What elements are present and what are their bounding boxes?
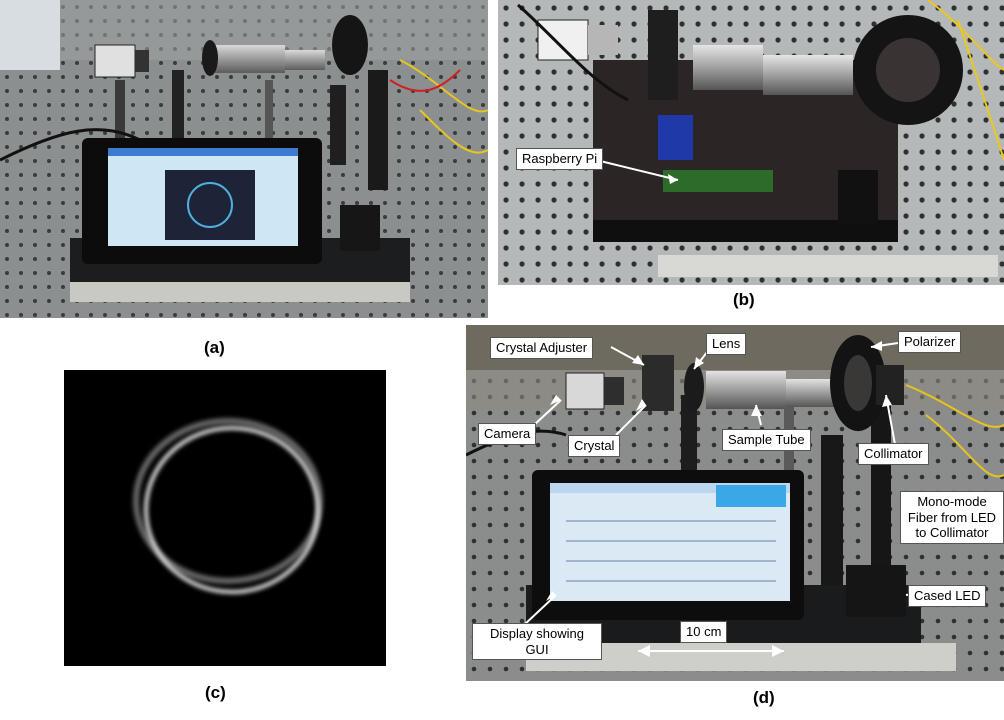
label-cased-led: Cased LED — [908, 585, 987, 607]
photo-b-raspberry — [498, 0, 1004, 285]
label-sample-tube: Sample Tube — [722, 429, 811, 451]
caption-c: (c) — [205, 683, 226, 702]
photo-panel-c — [64, 370, 386, 666]
label-crystal-adjuster: Crystal Adjuster — [490, 337, 594, 359]
photo-panel-d: Crystal Adjuster Lens Polarizer Camera C… — [466, 325, 1004, 681]
label-fiber: Mono-mode Fiber from LED to Collimator — [900, 491, 1004, 544]
photo-a-setup — [0, 0, 488, 318]
label-crystal: Crystal — [568, 435, 621, 457]
caption-a: (a) — [204, 338, 225, 357]
label-polarizer: Polarizer — [898, 331, 962, 353]
label-lens: Lens — [706, 333, 747, 355]
caption-d: (d) — [753, 688, 775, 707]
photo-panel-a — [0, 0, 488, 318]
photo-d-labeled — [466, 325, 1004, 681]
photo-panel-b: Raspberry Pi — [498, 0, 1004, 285]
scale-bar-label: 10 cm — [680, 621, 728, 643]
caption-b: (b) — [733, 290, 755, 309]
ring-image — [64, 370, 386, 666]
raspberry-pi-label: Raspberry Pi — [516, 148, 604, 170]
label-collimator: Collimator — [858, 443, 929, 465]
label-camera: Camera — [478, 423, 537, 445]
label-display: Display showing GUI — [472, 623, 602, 661]
